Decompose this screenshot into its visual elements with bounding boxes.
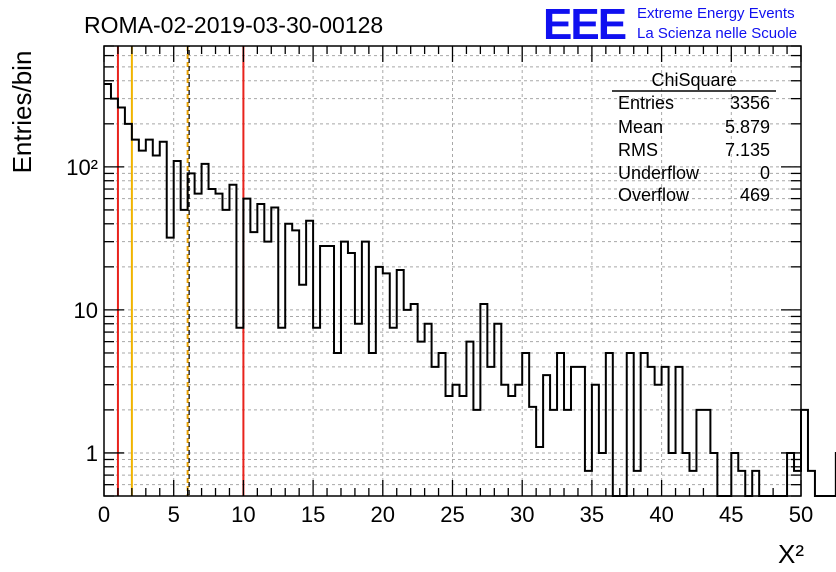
logo-line-2: La Scienza nelle Scuole — [637, 25, 797, 42]
x-tick-label: 45 — [719, 502, 743, 527]
stats-value-overflow: 469 — [740, 185, 770, 205]
eee-logo-text: EEE — [543, 0, 626, 49]
stats-label-entries: Entries — [618, 93, 674, 113]
x-axis-title: X² — [778, 539, 804, 569]
reference-lines — [116, 46, 245, 496]
x-tick-label: 15 — [301, 502, 325, 527]
stats-title: ChiSquare — [651, 70, 736, 90]
stats-label-rms: RMS — [618, 140, 658, 160]
stats-value-underflow: 0 — [760, 163, 770, 183]
axes: 0 5 10 15 20 25 30 35 40 45 50 1 10 10² — [66, 45, 813, 527]
x-tick-label: 0 — [98, 502, 110, 527]
logo-line-1: Extreme Energy Events — [637, 5, 795, 22]
stats-value-entries: 3356 — [730, 93, 770, 113]
y-tick-label: 1 — [86, 441, 98, 466]
x-tick-label: 20 — [371, 502, 395, 527]
x-tick-label: 5 — [168, 502, 180, 527]
x-tick-label: 25 — [440, 502, 464, 527]
x-tick-label: 50 — [789, 502, 813, 527]
stats-label-underflow: Underflow — [618, 163, 700, 183]
stats-label-overflow: Overflow — [618, 185, 690, 205]
y-tick-label: 10² — [66, 155, 98, 180]
run-title: ROMA-02-2019-03-30-00128 — [84, 12, 383, 38]
stats-box: ChiSquare Entries 3356 Mean 5.879 RMS 7.… — [612, 70, 776, 205]
histogram — [104, 82, 836, 497]
stats-value-mean: 5.879 — [725, 117, 770, 137]
stats-value-rms: 7.135 — [725, 140, 770, 160]
histogram-outline — [104, 82, 836, 497]
y-tick-label: 10 — [74, 298, 98, 323]
stats-label-mean: Mean — [618, 117, 663, 137]
eee-logo: EEE Extreme Energy Events La Scienza nel… — [543, 0, 797, 49]
x-tick-label: 35 — [580, 502, 604, 527]
x-tick-label: 10 — [231, 502, 255, 527]
y-axis-title: Entries/bin — [7, 51, 37, 174]
x-tick-label: 40 — [649, 502, 673, 527]
x-tick-label: 30 — [510, 502, 534, 527]
